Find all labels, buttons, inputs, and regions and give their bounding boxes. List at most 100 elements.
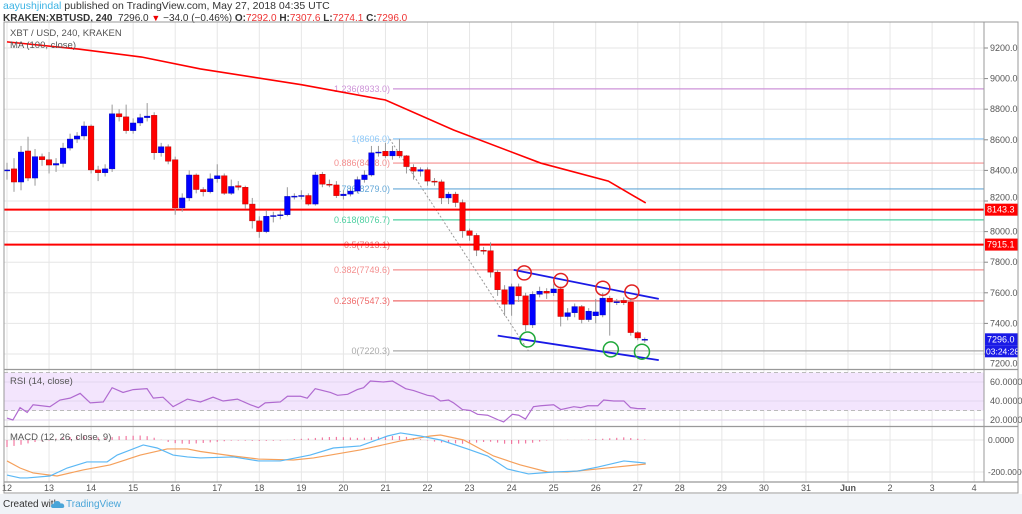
triangle-down-icon: ▼ bbox=[151, 13, 161, 23]
candle-bearish bbox=[151, 115, 158, 154]
countdown-badge bbox=[985, 345, 1018, 358]
candle-bearish bbox=[319, 174, 326, 185]
date-tick-label: 18 bbox=[254, 483, 264, 493]
footer: Created with TradingView bbox=[0, 494, 1022, 514]
candle-bullish bbox=[207, 178, 214, 193]
candle-bullish bbox=[641, 339, 648, 341]
date-tick-label: 22 bbox=[422, 483, 432, 493]
candle-bearish bbox=[487, 250, 494, 273]
candle-bearish bbox=[25, 150, 32, 179]
price-tick-label: 9000.0 bbox=[990, 74, 1018, 84]
publisher-link[interactable]: aayushjindal bbox=[3, 0, 62, 12]
rsi-line bbox=[6, 380, 646, 423]
candle-bullish bbox=[298, 195, 305, 197]
fib-level-label: 0.236(7547.3) bbox=[334, 296, 390, 306]
candle-bearish bbox=[480, 250, 487, 252]
level-price-badge bbox=[985, 238, 1018, 251]
candle-bearish bbox=[326, 183, 333, 186]
symbol-info: KRAKEN:XBTUSD, 240 7296.0 ▼ −34.0 (−0.46… bbox=[3, 13, 407, 24]
resistance-touch-circle bbox=[624, 284, 640, 300]
close-label: C: bbox=[366, 13, 377, 24]
open-label: O: bbox=[234, 13, 246, 24]
close-value: 7296.0 bbox=[376, 13, 408, 24]
candle-bullish bbox=[32, 156, 39, 179]
fib-level-label: 0.786(8279.0) bbox=[334, 184, 390, 194]
candle-bearish bbox=[382, 151, 389, 157]
candle-bearish bbox=[88, 125, 95, 171]
level-price-badge-text: 7915.1 bbox=[987, 240, 1015, 250]
candle-bullish bbox=[67, 138, 74, 149]
tradingview-cloud-icon bbox=[51, 501, 65, 508]
candle-bearish bbox=[95, 169, 102, 173]
candle-bullish bbox=[564, 312, 571, 317]
date-tick-label: 3 bbox=[930, 483, 935, 493]
date-tick-label: Jun bbox=[840, 483, 856, 493]
candle-bearish bbox=[235, 185, 242, 188]
candle-bullish bbox=[277, 214, 284, 216]
candle-bearish bbox=[396, 151, 403, 157]
tradingview-link[interactable]: TradingView bbox=[66, 499, 122, 510]
low-label: L: bbox=[323, 13, 333, 24]
candle-bullish bbox=[354, 179, 361, 192]
candle-bullish bbox=[214, 175, 221, 180]
price-tick-label: 7400.0 bbox=[990, 318, 1018, 328]
rsi-band bbox=[4, 372, 984, 411]
rsi-tick-label: 40.0000 bbox=[990, 396, 1022, 406]
candle-bearish bbox=[452, 193, 459, 203]
date-tick-label: 25 bbox=[549, 483, 559, 493]
candle-bullish bbox=[445, 193, 452, 199]
candle-bearish bbox=[473, 235, 480, 251]
macd-tick-label: 0.0000 bbox=[988, 435, 1014, 445]
candle-bearish bbox=[172, 159, 179, 209]
candle-bullish bbox=[74, 135, 81, 140]
candle-bullish bbox=[179, 197, 186, 209]
date-tick-label: 24 bbox=[507, 483, 517, 493]
pane-title: XBT / USD, 240, KRAKEN bbox=[10, 28, 122, 39]
candle-bullish bbox=[137, 117, 144, 124]
price-tick-label: 7600.0 bbox=[990, 288, 1018, 298]
last-price-badge-text: 7296.0 bbox=[987, 334, 1015, 344]
candle-bullish bbox=[102, 168, 109, 173]
support-touch-circle bbox=[602, 341, 620, 358]
macd-line bbox=[6, 432, 646, 479]
candle-bearish bbox=[459, 202, 466, 232]
chart-frame bbox=[3, 21, 1019, 494]
candle-bearish bbox=[123, 116, 130, 131]
candle-bullish bbox=[263, 216, 270, 232]
channel-upper-line bbox=[513, 269, 659, 300]
last-price-badge bbox=[985, 333, 1018, 346]
candle-bullish bbox=[599, 297, 606, 316]
date-tick-label: 29 bbox=[717, 483, 727, 493]
candle-bullish bbox=[550, 288, 557, 294]
candle-bullish bbox=[361, 174, 368, 180]
chart-canvas[interactable]: 12 13 14 15 16 17 18 19 20 21 22 23 24 25 26 27 28 29 30 31… bbox=[0, 0, 1022, 494]
candle-bullish bbox=[585, 310, 592, 320]
published-text: published on TradingView.com, May 27, 20… bbox=[61, 0, 330, 12]
candle-bullish bbox=[571, 306, 578, 313]
price-tick-label: 7200.0 bbox=[990, 358, 1018, 368]
rsi-legend-label: RSI (14, close) bbox=[10, 376, 73, 387]
candle-bearish bbox=[165, 146, 172, 162]
level-price-badge-text: 8143.3 bbox=[987, 205, 1015, 215]
date-tick-label: 2 bbox=[888, 483, 893, 493]
candle-bullish bbox=[417, 169, 424, 172]
candle-bullish bbox=[508, 286, 515, 305]
date-tick-label: 16 bbox=[170, 483, 180, 493]
fib-level-label: 0.618(8076.7) bbox=[334, 215, 390, 225]
candle-bearish bbox=[627, 301, 634, 333]
candle-bearish bbox=[438, 181, 445, 199]
candle-bearish bbox=[221, 175, 228, 194]
candle-bearish bbox=[193, 174, 200, 190]
resistance-touch-circle bbox=[516, 265, 532, 281]
candle-bearish bbox=[634, 332, 641, 339]
candle-bearish bbox=[466, 230, 473, 236]
open-value: 7292.0 bbox=[245, 13, 277, 24]
macd-signal-line bbox=[6, 434, 646, 477]
candle-bearish bbox=[501, 289, 508, 305]
price-tick-label: 8600.0 bbox=[990, 135, 1018, 145]
candle-bullish bbox=[158, 146, 165, 154]
candle-bearish bbox=[606, 297, 613, 303]
publish-info: aayushjindal published on TradingView.co… bbox=[3, 0, 330, 12]
ma-line bbox=[6, 41, 647, 204]
level-price-badge bbox=[985, 203, 1018, 216]
